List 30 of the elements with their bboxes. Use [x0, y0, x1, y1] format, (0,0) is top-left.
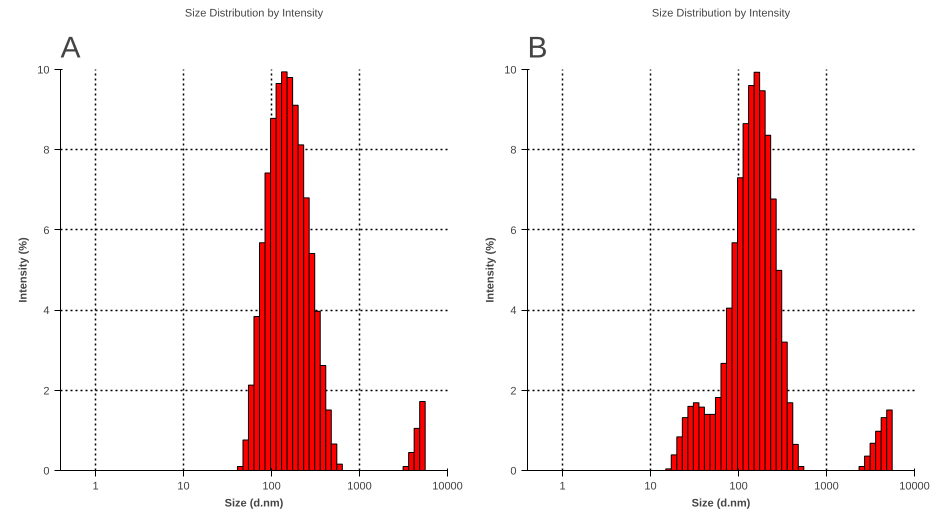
chart-title: Size Distribution by Intensity: [184, 8, 324, 20]
y-tick-label: 2: [510, 385, 517, 398]
x-tick-label: 10000: [432, 480, 463, 492]
x-axis-title: Size (d.nm): [692, 498, 751, 510]
x-tick-label: 10: [644, 480, 657, 492]
x-tick-label: 10000: [899, 480, 930, 492]
x-tick-label: 1: [92, 480, 99, 492]
y-tick-label: 4: [510, 305, 517, 318]
text: A: [60, 32, 81, 64]
y-tick-label: 10: [504, 64, 517, 76]
y-tick-label: 8: [43, 144, 50, 157]
x-tick-label: 1000: [347, 480, 372, 492]
y-tick-label: 6: [43, 224, 50, 237]
y-axis-title: Intensity (%): [484, 236, 496, 303]
y-tick-label: 0: [510, 466, 517, 478]
x-tick-label: 100: [729, 480, 748, 492]
chart-title: Size Distribution by Intensity: [652, 8, 791, 20]
y-tick-label: 8: [510, 144, 517, 157]
x-axis-title: Size (d.nm): [224, 498, 284, 510]
y-tick-label: 2: [43, 385, 50, 398]
x-tick-label: 100: [262, 480, 281, 492]
text: B: [528, 32, 548, 64]
y-axis-title: Intensity (%): [17, 236, 30, 303]
y-tick-label: 4: [43, 305, 50, 318]
y-tick-label: 10: [37, 64, 50, 76]
x-tick-label: 10: [177, 480, 190, 492]
y-tick-label: 6: [510, 224, 517, 237]
x-tick-label: 1000: [814, 480, 839, 492]
y-tick-label: 0: [43, 466, 50, 478]
x-tick-label: 1: [559, 480, 566, 492]
